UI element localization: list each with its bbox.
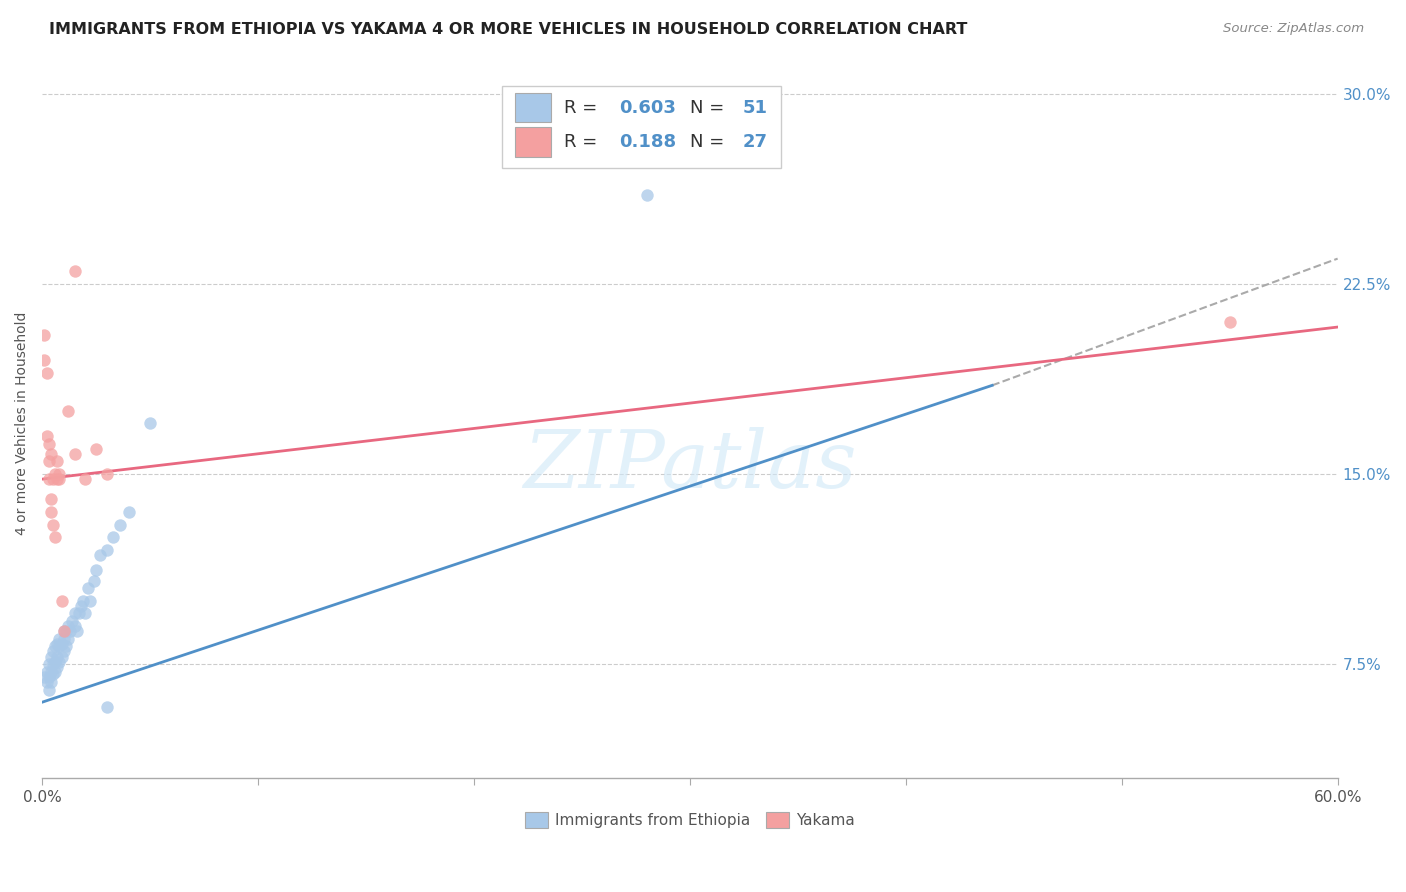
Point	[38, 472, 60, 486]
Legend: Immigrants from Ethiopia, Yakama: Immigrants from Ethiopia, Yakama	[519, 806, 862, 834]
Point	[56, 619, 79, 633]
Point	[76, 581, 98, 595]
Point	[35, 674, 58, 689]
Point	[70, 599, 93, 613]
Point	[89, 548, 111, 562]
Text: N =: N =	[690, 133, 730, 151]
Point	[44, 655, 66, 669]
Point	[38, 670, 60, 684]
Point	[67, 607, 90, 621]
Point	[52, 624, 75, 639]
Point	[83, 574, 105, 588]
Point	[63, 264, 86, 278]
Point	[42, 644, 65, 658]
Point	[39, 505, 62, 519]
Point	[63, 447, 86, 461]
Point	[96, 700, 118, 714]
Point	[39, 665, 62, 679]
Point	[59, 624, 82, 639]
Point	[38, 436, 60, 450]
Text: N =: N =	[690, 98, 730, 117]
Point	[39, 447, 62, 461]
Point	[48, 632, 70, 646]
Text: 51: 51	[742, 98, 768, 117]
Point	[56, 403, 79, 417]
Point	[48, 472, 70, 486]
Point	[46, 637, 69, 651]
Point	[103, 531, 125, 545]
Point	[34, 670, 56, 684]
Point	[56, 632, 79, 646]
Point	[39, 674, 62, 689]
Text: 0.188: 0.188	[619, 133, 676, 151]
FancyBboxPatch shape	[515, 93, 551, 122]
Point	[46, 649, 69, 664]
Point	[46, 659, 69, 673]
Point	[35, 665, 58, 679]
FancyBboxPatch shape	[515, 127, 551, 156]
Point	[35, 429, 58, 443]
Point	[52, 632, 75, 646]
Point	[51, 649, 73, 664]
Point	[34, 353, 56, 368]
Point	[38, 682, 60, 697]
Point	[84, 563, 107, 577]
Text: 0.603: 0.603	[619, 98, 675, 117]
Text: ZIPatlas: ZIPatlas	[523, 427, 856, 505]
Point	[39, 649, 62, 664]
Y-axis label: 4 or more Vehicles in Household: 4 or more Vehicles in Household	[15, 311, 30, 535]
Point	[1219, 315, 1241, 329]
Point	[636, 188, 658, 202]
Text: Source: ZipAtlas.com: Source: ZipAtlas.com	[1223, 22, 1364, 36]
Point	[42, 657, 65, 672]
Point	[72, 594, 94, 608]
Point	[51, 637, 73, 651]
Point	[38, 454, 60, 468]
Point	[84, 442, 107, 456]
Point	[51, 594, 73, 608]
Point	[55, 624, 77, 639]
Point	[42, 667, 65, 681]
Point	[75, 607, 97, 621]
Point	[44, 665, 66, 679]
Point	[42, 472, 65, 486]
Point	[117, 505, 139, 519]
Text: R =: R =	[564, 133, 603, 151]
Point	[108, 517, 131, 532]
Point	[96, 543, 118, 558]
Point	[44, 467, 66, 481]
Text: IMMIGRANTS FROM ETHIOPIA VS YAKAMA 4 OR MORE VEHICLES IN HOUSEHOLD CORRELATION C: IMMIGRANTS FROM ETHIOPIA VS YAKAMA 4 OR …	[49, 22, 967, 37]
Point	[48, 640, 70, 654]
Point	[52, 624, 75, 639]
Text: R =: R =	[564, 98, 603, 117]
Point	[46, 472, 69, 486]
Point	[75, 472, 97, 486]
Point	[48, 467, 70, 481]
Point	[52, 644, 75, 658]
Point	[48, 655, 70, 669]
Point	[44, 531, 66, 545]
Point	[62, 614, 84, 628]
Text: 27: 27	[742, 133, 768, 151]
Point	[38, 657, 60, 672]
Point	[66, 624, 89, 639]
Point	[46, 454, 69, 468]
Point	[35, 366, 58, 380]
Point	[34, 327, 56, 342]
Point	[39, 492, 62, 507]
Point	[79, 594, 101, 608]
FancyBboxPatch shape	[502, 87, 780, 168]
Point	[44, 640, 66, 654]
Point	[55, 640, 77, 654]
Point	[63, 607, 86, 621]
Point	[42, 517, 65, 532]
Point	[96, 467, 118, 481]
Point	[63, 619, 86, 633]
Point	[139, 417, 162, 431]
